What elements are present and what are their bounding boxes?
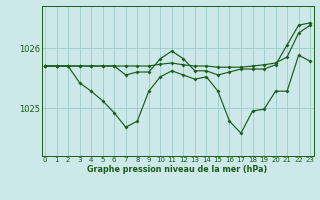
- X-axis label: Graphe pression niveau de la mer (hPa): Graphe pression niveau de la mer (hPa): [87, 165, 268, 174]
